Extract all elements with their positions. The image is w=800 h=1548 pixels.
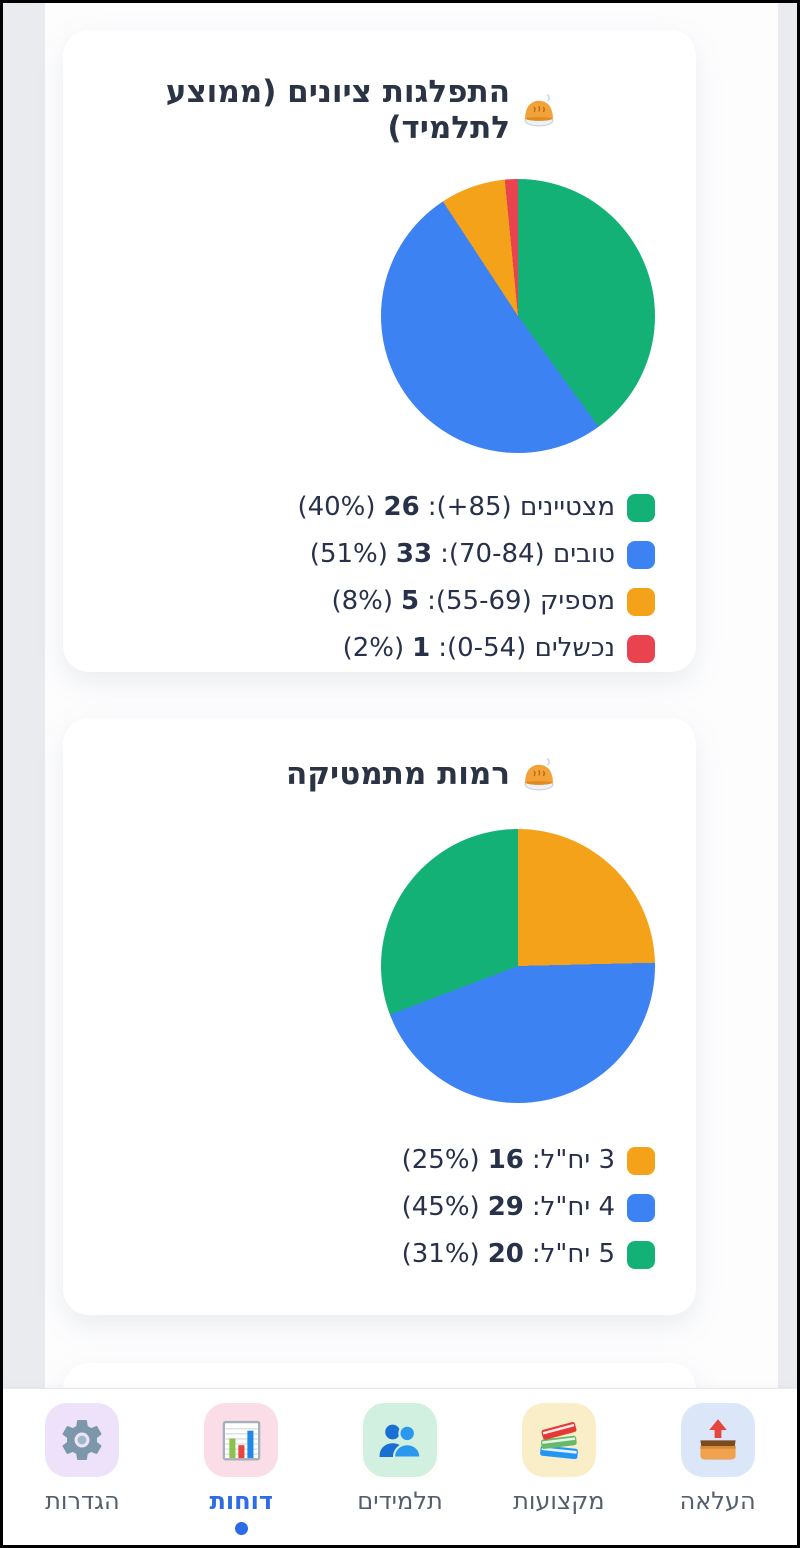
bottom-nav-bar: העלאה מקצועות bbox=[3, 1388, 797, 1545]
legend-label: טובים (70-84): bbox=[440, 539, 615, 569]
nav-item-settings[interactable]: הגדרות bbox=[7, 1389, 157, 1515]
legend-swatch bbox=[627, 493, 655, 522]
legend-pct: (31%) bbox=[401, 1239, 480, 1269]
legend-pct: (40%) bbox=[297, 492, 376, 522]
legend-value: 16 bbox=[487, 1145, 524, 1175]
legend-swatch bbox=[627, 1193, 655, 1222]
legend-value: 26 bbox=[383, 492, 420, 522]
right-gutter bbox=[778, 3, 797, 1389]
legend-item: מספיק (55-69): 5 (8%) bbox=[331, 586, 655, 617]
card-title-text: התפלגות ציונים (ממוצע לתלמיד) bbox=[165, 74, 510, 146]
legend-label: נכשלים (0-54): bbox=[438, 633, 615, 663]
nav-item-subjects[interactable]: מקצועות bbox=[484, 1389, 634, 1515]
students-tile bbox=[363, 1403, 438, 1477]
nav-label: דוחות bbox=[209, 1487, 273, 1515]
outbox-upload-icon bbox=[700, 1419, 736, 1460]
legend-item: 3 יח"ל: 16 (25%) bbox=[402, 1145, 655, 1176]
card-title: רמות מתמטיקה bbox=[104, 756, 558, 792]
pie-emoji-icon bbox=[524, 94, 554, 127]
grades-legend: מצטיינים (85+): 26 (40%) טובים (70-84): 33(… bbox=[104, 492, 655, 680]
books-icon bbox=[539, 1422, 578, 1460]
math-levels-legend: 3 יח"ל: 16 (25%) 4 יח"ל: 29 (45%) 5 יח"ל: 20(… bbox=[104, 1145, 655, 1286]
math-levels-pie-chart bbox=[381, 829, 655, 1103]
students-icon bbox=[379, 1424, 422, 1459]
legend-label: 5 יח"ל: bbox=[531, 1239, 615, 1269]
legend-swatch bbox=[627, 587, 655, 616]
nav-label: העלאה bbox=[679, 1487, 756, 1515]
card-title-text: רמות מתמטיקה bbox=[285, 756, 510, 792]
legend-pct: (2%) bbox=[342, 633, 405, 663]
nav-label: הגדרות bbox=[45, 1487, 120, 1515]
grades-pie-chart bbox=[381, 179, 655, 453]
legend-swatch bbox=[627, 634, 655, 663]
legend-value: 29 bbox=[487, 1192, 524, 1222]
legend-item: 5 יח"ל: 20 (31%) bbox=[402, 1239, 655, 1270]
legend-pct: (51%) bbox=[309, 539, 388, 569]
app-viewport: התפלגות ציונים (ממוצע לתלמיד) מצטיינים (… bbox=[3, 3, 797, 1545]
legend-item: 4 יח"ל: 29 (45%) bbox=[402, 1192, 655, 1223]
nav-item-students[interactable]: תלמידים bbox=[325, 1389, 475, 1515]
card-title: התפלגות ציונים (ממוצע לתלמיד) bbox=[104, 74, 558, 146]
legend-item: נכשלים (0-54): 1 (2%) bbox=[343, 633, 655, 664]
nav-label: תלמידים bbox=[357, 1487, 443, 1515]
legend-swatch bbox=[627, 1146, 655, 1175]
nav-label: מקצועות bbox=[513, 1487, 605, 1515]
settings-tile bbox=[45, 1403, 120, 1477]
legend-label: מצטיינים (85+): bbox=[427, 492, 615, 522]
legend-label: 3 יח"ל: bbox=[531, 1145, 615, 1175]
math-levels-card: רמות מתמטיקה 3 יח"ל: 16 (25%) 4 יח"ל: 29 (45… bbox=[63, 718, 696, 1315]
legend-value: 20 bbox=[487, 1239, 524, 1269]
active-tab-dot bbox=[234, 1522, 248, 1535]
grades-distribution-card: התפלגות ציונים (ממוצע לתלמיד) מצטיינים (… bbox=[63, 30, 696, 672]
legend-label: 4 יח"ל: bbox=[531, 1192, 615, 1222]
bar-chart-icon bbox=[222, 1420, 261, 1460]
legend-label: מספיק (55-69): bbox=[427, 586, 615, 616]
upload-tile bbox=[680, 1403, 755, 1477]
legend-swatch bbox=[627, 540, 655, 569]
legend-value: 5 bbox=[401, 586, 420, 616]
legend-item: מצטיינים (85+): 26 (40%) bbox=[297, 492, 655, 523]
legend-value: 1 bbox=[412, 633, 431, 663]
legend-value: 33 bbox=[395, 539, 433, 569]
pie-emoji-icon bbox=[524, 758, 554, 791]
nav-item-upload[interactable]: העלאה bbox=[643, 1389, 793, 1515]
left-gutter bbox=[3, 3, 45, 1389]
gear-icon bbox=[62, 1420, 102, 1460]
subjects-tile bbox=[521, 1403, 596, 1477]
legend-swatch bbox=[627, 1240, 655, 1269]
nav-item-reports[interactable]: דוחות bbox=[166, 1389, 316, 1535]
legend-item: טובים (70-84): 33 (51%) bbox=[310, 539, 655, 570]
legend-pct: (8%) bbox=[331, 586, 393, 616]
legend-pct: (25%) bbox=[401, 1145, 480, 1175]
legend-pct: (45%) bbox=[401, 1192, 480, 1222]
reports-tile bbox=[204, 1403, 279, 1477]
